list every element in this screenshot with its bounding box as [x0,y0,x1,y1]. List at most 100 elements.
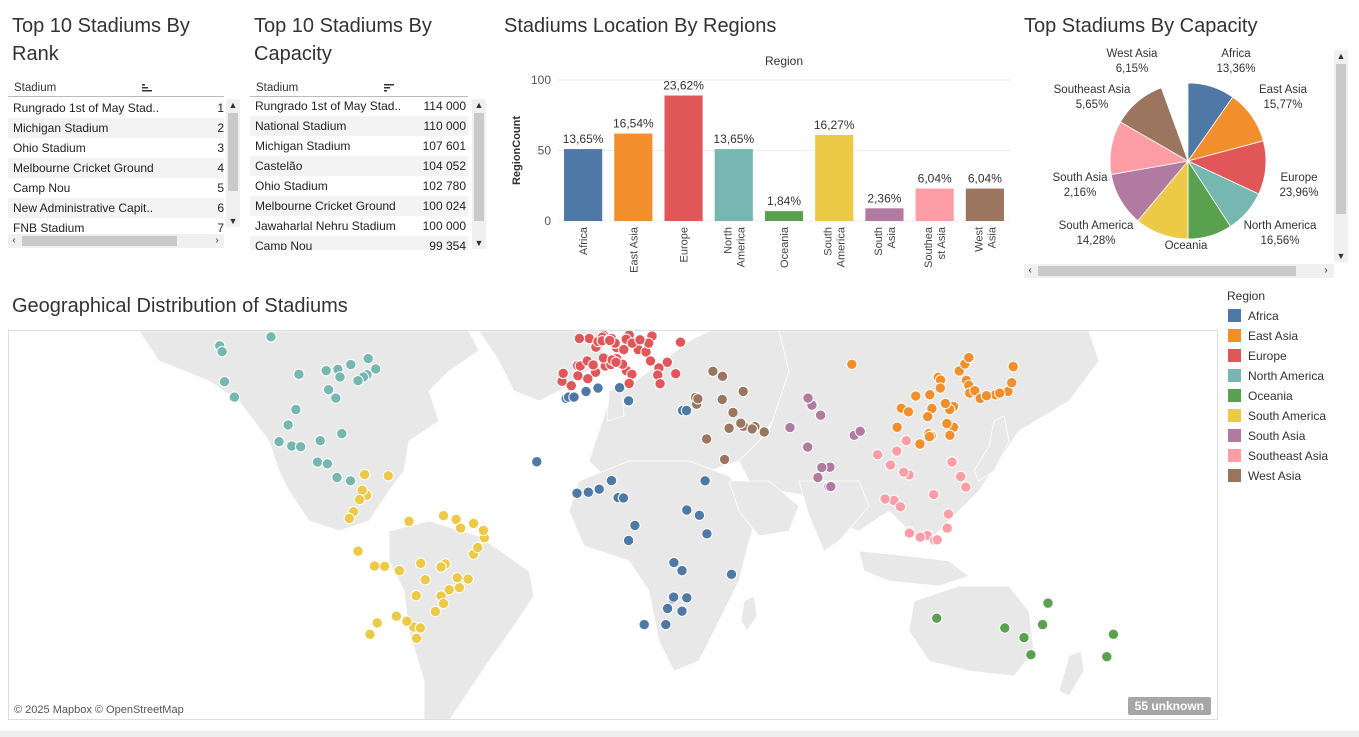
scroll-right-icon[interactable]: › [1324,265,1328,276]
stadium-point[interactable] [331,471,343,484]
map-credit[interactable]: © 2025 Mapbox © OpenStreetMap [14,704,184,716]
stadium-point[interactable] [344,475,357,487]
capacity-table-row[interactable]: Jawaharlal Nehru Stadium 100 000 [250,216,468,236]
stadium-point[interactable] [218,375,231,388]
capacity-table-row[interactable]: Ohio Stadium 102 780 [250,176,468,196]
stadium-point[interactable] [322,384,335,396]
stadium-point[interactable] [725,568,738,581]
stadium-point[interactable] [667,591,680,603]
stadium-point[interactable] [955,470,967,483]
stadium-point[interactable] [661,602,674,615]
stadium-point[interactable] [946,456,958,468]
bar-europe[interactable] [664,95,703,221]
stadium-point[interactable] [228,391,241,403]
stadium-point[interactable] [629,519,641,532]
rank-table-row[interactable]: Ohio Stadium 3 [8,138,224,158]
stadium-point[interactable] [362,352,374,365]
legend-item-south-asia[interactable]: South Asia [1228,428,1353,444]
stadium-point[interactable] [674,336,687,348]
stadium-point[interactable] [450,513,462,526]
stadium-point[interactable] [1042,597,1054,609]
stadium-point[interactable] [693,509,706,522]
bar-south-asia[interactable] [865,208,904,221]
stadium-map[interactable]: © 2025 Mapbox © OpenStreetMap 55 unknown [8,330,1218,720]
stadium-point[interactable] [352,374,364,387]
stadium-point[interactable] [352,545,364,557]
stadium-point[interactable] [467,517,480,530]
legend-item-southeast-asia[interactable]: Southeast Asia [1228,448,1353,464]
stadium-point[interactable] [700,433,713,445]
stadium-point[interactable] [784,421,796,434]
pie-vscroll[interactable]: ▲ ▼ [1334,50,1348,262]
stadium-point[interactable] [661,356,673,368]
stadium-point[interactable] [891,445,903,457]
stadium-point[interactable] [364,628,376,640]
stadium-point[interactable] [969,385,981,397]
stadium-point[interactable] [618,343,630,356]
stadium-point[interactable] [681,592,693,604]
stadium-point[interactable] [692,393,704,405]
stadium-point[interactable] [825,480,837,493]
scroll-down-icon[interactable]: ▼ [1336,251,1346,261]
stadium-point[interactable] [410,632,423,644]
stadium-point[interactable] [879,493,891,505]
stadium-point[interactable] [644,355,657,367]
scroll-left-icon[interactable]: ‹ [12,235,16,246]
stadium-point[interactable] [343,512,355,525]
stadium-point[interactable] [1018,631,1030,644]
bar-south-america[interactable] [815,134,854,221]
stadium-point[interactable] [582,486,595,498]
stadium-point[interactable] [393,564,406,577]
legend-item-oceania[interactable]: Oceania [1228,388,1353,404]
stadium-point[interactable] [617,492,630,504]
stadium-point[interactable] [613,382,626,394]
stadium-point[interactable] [415,557,427,569]
stadium-point[interactable] [670,367,682,380]
stadium-point[interactable] [1036,618,1049,631]
stadium-point[interactable] [311,456,324,468]
stadium-point[interactable] [605,474,618,487]
stadium-point[interactable] [941,417,953,430]
stadium-point[interactable] [451,571,463,584]
scroll-up-icon[interactable]: ▲ [1336,51,1346,61]
stadium-point[interactable] [701,528,713,540]
rank-table-row[interactable]: New Administrative Capit.. 6 [8,198,224,218]
stadium-point[interactable] [944,429,956,441]
bar-east-asia[interactable] [614,133,653,221]
stadium-point[interactable] [282,419,294,431]
stadium-point[interactable] [216,345,228,358]
legend-item-north-america[interactable]: North America [1228,368,1353,384]
rank-table-hscroll[interactable]: ‹ › [8,234,224,248]
stadium-point[interactable] [437,509,450,522]
stadium-point[interactable] [414,622,427,634]
stadium-point[interactable] [716,370,729,383]
scroll-down-icon[interactable]: ▼ [228,216,238,226]
stadium-point[interactable] [900,434,913,447]
rank-table-row[interactable]: Melbourne Cricket Ground 4 [8,158,224,178]
stadium-point[interactable] [401,615,413,627]
stadium-point[interactable] [902,406,915,418]
stadium-point[interactable] [802,441,814,453]
stadium-point[interactable] [582,372,594,385]
stadium-point[interactable] [593,483,605,495]
stadium-point[interactable] [903,527,916,539]
stadium-point[interactable] [410,590,422,602]
stadium-point[interactable] [910,390,922,402]
rank-table-row[interactable]: Michigan Stadium 2 [8,118,224,138]
capacity-table-row[interactable]: Melbourne Cricket Ground 100 024 [250,196,468,216]
stadium-point[interactable] [403,515,415,528]
scroll-up-icon[interactable]: ▲ [474,100,484,110]
stadium-point[interactable] [453,582,466,594]
stadium-point[interactable] [390,610,403,622]
stadium-point[interactable] [681,504,693,516]
stadium-point[interactable] [934,382,946,394]
rank-table-row[interactable]: Rungrado 1st of May Stad.. 1 [8,98,224,118]
stadium-point[interactable] [531,456,543,468]
rank-table-row[interactable]: Camp Nou 5 [8,178,224,198]
stadium-point[interactable] [1107,628,1120,640]
stadium-point[interactable] [295,440,307,453]
stadium-point[interactable] [437,597,450,610]
stadium-point[interactable] [273,435,285,448]
stadium-point[interactable] [924,389,936,401]
stadium-point[interactable] [923,430,936,443]
